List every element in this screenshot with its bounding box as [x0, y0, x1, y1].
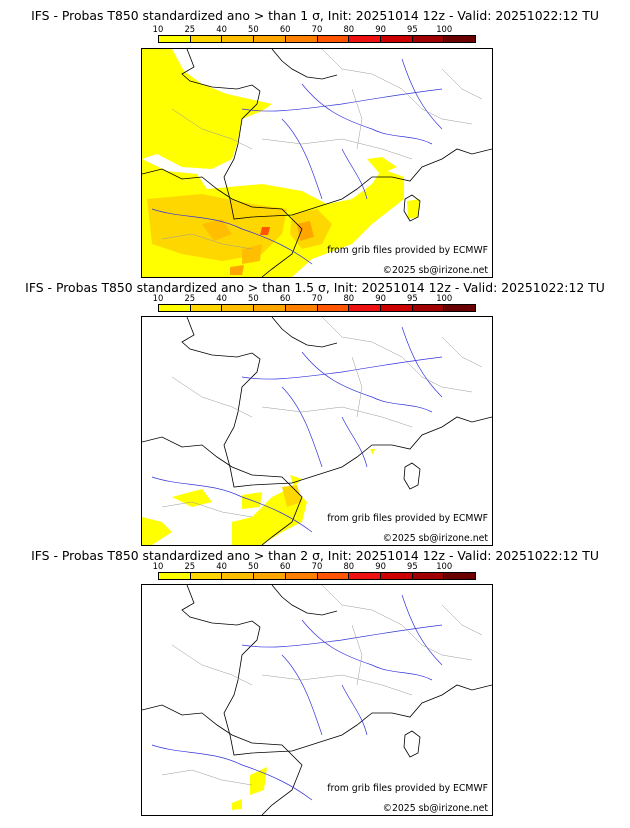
- colorbar-tick-label: 80: [343, 561, 355, 571]
- colorbar-tick-label: 10: [152, 24, 164, 34]
- colorbar-segment: [254, 573, 286, 579]
- colorbar-segment: [317, 305, 350, 311]
- colorbar-tick-label: 25: [184, 561, 196, 571]
- colorbar-segment: [412, 573, 445, 579]
- colorbar-segment: [222, 305, 255, 311]
- colorbar: [158, 35, 476, 43]
- colorbar-tick-label: 60: [279, 293, 291, 303]
- probability-map: from grib files provided by ECMWF ©2025 …: [141, 48, 493, 278]
- colorbar-segment: [159, 305, 191, 311]
- colorbar-segment: [317, 573, 350, 579]
- colorbar-tick-label: 90: [375, 24, 386, 34]
- colorbar-tick-label: 60: [279, 24, 291, 34]
- colorbar-tick-label: 50: [248, 24, 259, 34]
- colorbar-tick-label: 50: [248, 561, 259, 571]
- colorbar-tick-label: 70: [311, 561, 323, 571]
- probability-shading: [232, 767, 267, 810]
- colorbar-segment: [190, 305, 223, 311]
- panel-title: IFS - Probas T850 standardized ano > tha…: [31, 548, 599, 563]
- colorbar-ticks: 10 25 40 50 60 70 80 90 95 100: [153, 561, 476, 571]
- colorbar-tick-label: 90: [375, 293, 386, 303]
- coastlines: [142, 585, 492, 815]
- probability-shading: [142, 49, 420, 277]
- colorbar-tick-label: 70: [311, 293, 323, 303]
- borders: [161, 317, 483, 518]
- colorbar-segment: [380, 573, 413, 579]
- rivers: [151, 326, 443, 533]
- panel-title: IFS - Probas T850 standardized ano > tha…: [25, 280, 605, 295]
- colorbar-segment: [254, 36, 286, 42]
- panel-title: IFS - Probas T850 standardized ano > tha…: [31, 8, 599, 23]
- colorbar-segment: [444, 36, 476, 42]
- colorbar-segment: [412, 305, 445, 311]
- colorbar-segment: [222, 573, 255, 579]
- colorbar-tick-label: 95: [407, 561, 418, 571]
- colorbar: [158, 304, 476, 312]
- colorbar-tick-label: 60: [279, 561, 291, 571]
- colorbar-tick-label: 10: [152, 293, 164, 303]
- colorbar-segment: [349, 36, 381, 42]
- colorbar-tick-label: 25: [184, 293, 196, 303]
- colorbar-tick-label: 100: [436, 561, 453, 571]
- ecmwf-credit: from grib files provided by ECMWF: [327, 783, 488, 794]
- probability-map: from grib files provided by ECMWF ©2025 …: [141, 316, 493, 546]
- colorbar-segment: [159, 573, 191, 579]
- colorbar-segment: [222, 36, 255, 42]
- colorbar-segment: [317, 36, 350, 42]
- colorbar-segment: [412, 36, 445, 42]
- colorbar-tick-label: 40: [216, 561, 227, 571]
- colorbar-segment: [285, 36, 318, 42]
- rivers: [151, 58, 443, 265]
- borders: [161, 585, 483, 786]
- borders: [161, 49, 483, 250]
- map-canvas: [142, 585, 492, 815]
- colorbar-tick-label: 80: [343, 293, 355, 303]
- colorbar-segment: [444, 305, 476, 311]
- colorbar-segment: [349, 305, 381, 311]
- copyright-text: ©2025 sb@irizone.net: [382, 533, 488, 544]
- colorbar-segment: [444, 573, 476, 579]
- coastlines: [142, 317, 492, 545]
- colorbar-tick-label: 25: [184, 24, 196, 34]
- colorbar-tick-label: 100: [436, 24, 453, 34]
- colorbar-ticks: 10 25 40 50 60 70 80 90 95 100: [153, 293, 476, 303]
- colorbar-segment: [254, 305, 286, 311]
- map-canvas: [142, 49, 492, 277]
- colorbar-tick-label: 50: [248, 293, 259, 303]
- colorbar: [158, 572, 476, 580]
- colorbar-tick-label: 95: [407, 293, 418, 303]
- coastlines: [142, 49, 492, 277]
- colorbar-tick-label: 90: [375, 561, 386, 571]
- rivers: [151, 594, 443, 801]
- colorbar-segment: [380, 305, 413, 311]
- colorbar-segment: [349, 573, 381, 579]
- colorbar-segment: [190, 36, 223, 42]
- probability-shading: [142, 449, 375, 545]
- colorbar-tick-label: 10: [152, 561, 164, 571]
- colorbar-segment: [190, 573, 223, 579]
- colorbar-segment: [285, 305, 318, 311]
- colorbar-segment: [380, 36, 413, 42]
- colorbar-tick-label: 100: [436, 293, 453, 303]
- ecmwf-credit: from grib files provided by ECMWF: [327, 513, 488, 524]
- colorbar-segment: [285, 573, 318, 579]
- map-canvas: [142, 317, 492, 545]
- colorbar-tick-label: 95: [407, 24, 418, 34]
- probability-map: from grib files provided by ECMWF ©2025 …: [141, 584, 493, 816]
- colorbar-ticks: 10 25 40 50 60 70 80 90 95 100: [153, 24, 476, 34]
- colorbar-tick-label: 80: [343, 24, 355, 34]
- colorbar-tick-label: 40: [216, 293, 227, 303]
- copyright-text: ©2025 sb@irizone.net: [382, 803, 488, 814]
- ecmwf-credit: from grib files provided by ECMWF: [327, 245, 488, 256]
- colorbar-segment: [159, 36, 191, 42]
- copyright-text: ©2025 sb@irizone.net: [382, 265, 488, 276]
- colorbar-tick-label: 40: [216, 24, 227, 34]
- colorbar-tick-label: 70: [311, 24, 323, 34]
